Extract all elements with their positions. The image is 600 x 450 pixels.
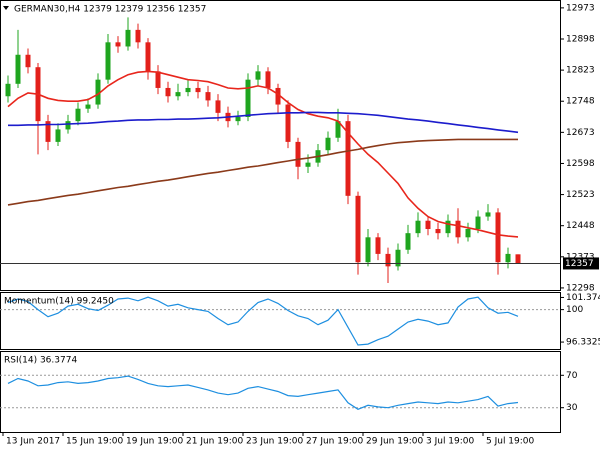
candle-body (465, 229, 471, 238)
y-tick-label: 12823 (566, 66, 595, 76)
y-tick-label: 12898 (566, 34, 595, 44)
current-price-label: 12357 (565, 259, 594, 269)
candle-body (105, 42, 111, 80)
candle-body (325, 137, 331, 151)
y-tick-label: 12523 (566, 190, 595, 200)
candle-body (445, 220, 451, 234)
candle-body (395, 249, 401, 267)
panel-frame (0, 0, 561, 291)
candle-body (145, 42, 151, 72)
candle-body (115, 42, 121, 47)
candle-body (475, 216, 481, 230)
x-tick-label: 21 Jun 19:00 (186, 437, 243, 447)
candle-body (165, 87, 171, 97)
x-tick-label: 13 Jun 2017 (6, 437, 60, 447)
x-tick-label: 19 Jun 19:00 (126, 437, 183, 447)
candle-body (495, 212, 501, 263)
candle-body (485, 212, 491, 217)
y-tick-label: 12673 (566, 128, 595, 138)
candle-body (65, 121, 71, 130)
y-tick-label: 12373 (566, 252, 595, 262)
candle-body (505, 253, 511, 263)
candle-body (515, 254, 521, 264)
candle-body (305, 162, 311, 167)
y-tick-label: 12598 (566, 159, 595, 169)
y-tick-label: 30 (566, 403, 578, 413)
candle-body (5, 83, 11, 97)
candle-body (275, 87, 281, 105)
panel-title: RSI(14) 36.3774 (4, 356, 77, 366)
candle-body (415, 220, 421, 234)
x-tick-label: 15 Jun 19:00 (66, 437, 123, 447)
panel-frame (0, 351, 561, 433)
y-tick-label: 12973 (566, 3, 595, 13)
candle-body (45, 121, 51, 142)
candle-body (355, 195, 361, 263)
candle-body (385, 253, 391, 267)
candle-body (245, 79, 251, 117)
candle-body (365, 237, 371, 263)
x-tick-label: 5 Jul 19:00 (486, 437, 535, 447)
candle-body (195, 87, 201, 93)
y-tick-label: 100 (566, 305, 583, 315)
candle-body (155, 71, 161, 88)
x-tick-label: 29 Jun 19:00 (366, 437, 423, 447)
indicator-line (8, 111, 519, 134)
candle-body (15, 54, 21, 84)
candle-body (85, 104, 91, 109)
panel-frame (0, 292, 561, 350)
candle-body (175, 92, 181, 97)
indicator-line (7, 375, 519, 410)
candle-body (265, 71, 271, 88)
indicator-line (7, 138, 518, 206)
candle-body (335, 121, 341, 138)
candle-body (435, 229, 441, 234)
indicator-line (7, 70, 519, 238)
y-tick-label: 70 (566, 371, 578, 381)
panel-title: GERMAN30,H4 12379 12379 12356 12357 (14, 5, 206, 15)
candle-body (75, 108, 81, 122)
y-tick-label: 12748 (566, 97, 595, 107)
candle-body (95, 79, 101, 105)
candle-body (285, 104, 291, 142)
candle-body (215, 100, 221, 113)
candle-body (455, 220, 461, 238)
candle-body (255, 71, 261, 80)
candle-body (185, 87, 191, 93)
candle-body (345, 121, 351, 196)
y-tick-label: 101.374 (566, 293, 600, 303)
x-tick-label: 23 Jun 19:00 (246, 437, 303, 447)
candle-body (405, 233, 411, 250)
candle-body (135, 29, 141, 43)
candle-body (125, 29, 131, 47)
current-price-box (563, 257, 599, 270)
y-tick-label: 96.3325 (566, 338, 600, 348)
candle-body (55, 129, 61, 142)
candle-body (235, 116, 241, 122)
candle-body (25, 54, 31, 68)
x-tick-label: 27 Jun 19:00 (306, 437, 363, 447)
panel-title: Momentum(14) 99.2450 (4, 297, 114, 307)
y-tick-label: 12448 (566, 221, 595, 231)
candle-body (375, 237, 381, 254)
candle-body (425, 220, 431, 230)
indicator-line (7, 296, 519, 346)
symbol-triangle (3, 6, 9, 10)
candle-body (295, 141, 301, 167)
x-tick-label: 3 Jul 19:00 (426, 437, 475, 447)
candle-body (205, 92, 211, 101)
y-tick-label: 12298 (566, 283, 595, 293)
